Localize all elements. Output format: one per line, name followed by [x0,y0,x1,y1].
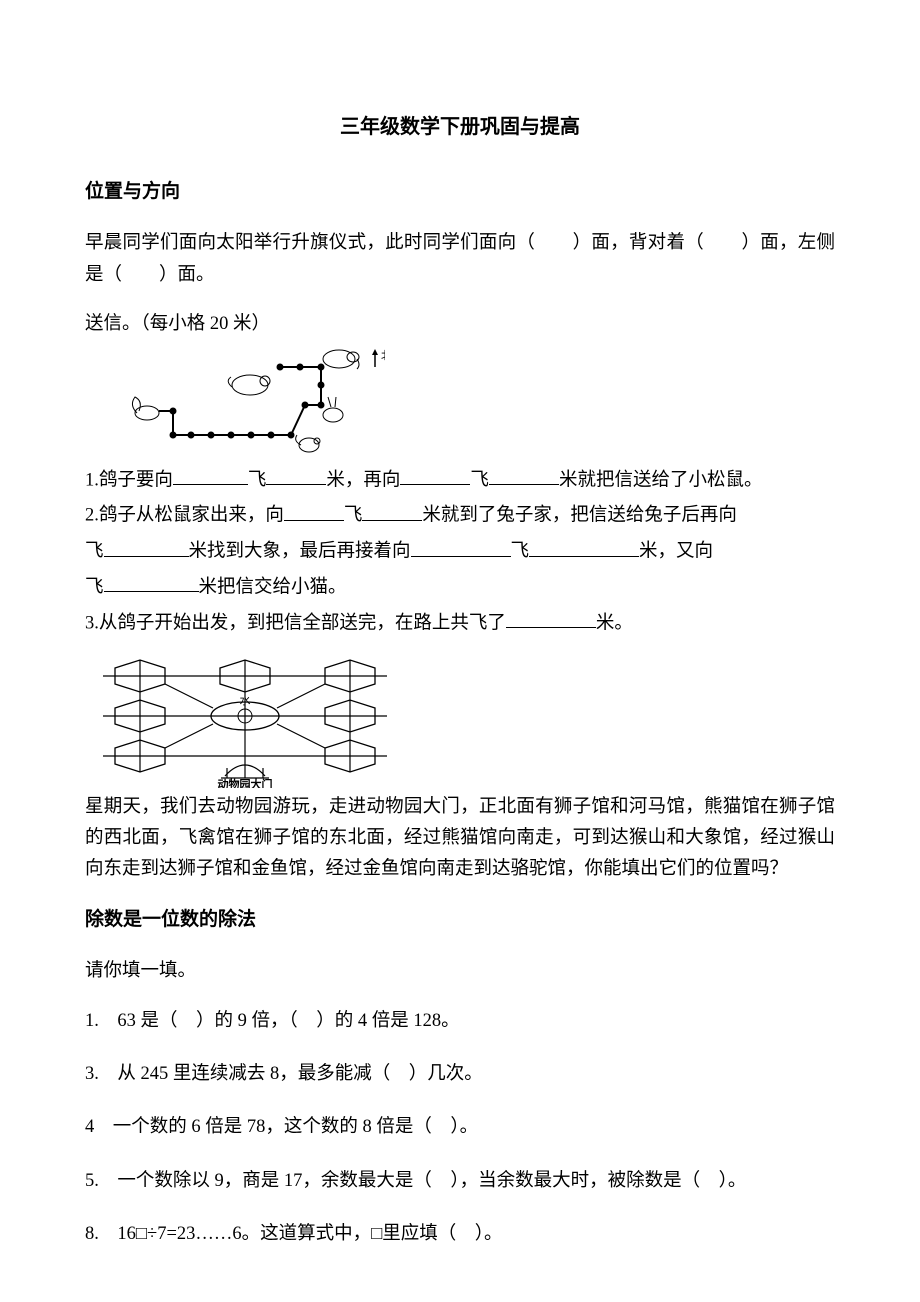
mail-q2-line1: 2.鸽子从松鼠家出来，向 飞 米就到了兔子家，把信送给兔子后再向 [85,500,835,532]
q2-prefix: 2.鸽子从松鼠家出来，向 [85,506,284,526]
blank[interactable] [266,465,326,485]
q3-suffix: 米。 [596,613,633,633]
q2-l2-mid1: 米找到大象，最后再接着向 [189,542,411,562]
mail-q2-line3: 飞 米把信交给小猫。 [85,572,835,604]
blank[interactable] [104,572,199,592]
q2-l2-mid3: 米，又向 [639,542,713,562]
page-title: 三年级数学下册巩固与提高 [85,110,835,144]
q1-mid3: 飞 [470,470,489,490]
north-label: 北 [381,349,385,362]
q2-l2-mid2: 飞 [511,542,530,562]
zoo-map-figure: 水 动物园大门 [85,648,415,788]
q2-mid2: 米就到了兔子家，把信送给兔子后再向 [422,506,737,526]
q3-prefix: 3.从鸽子开始出发，到把信全部送完，在路上共飞了 [85,613,506,633]
blank[interactable] [362,500,422,520]
q1-mid2: 米，再向 [326,470,400,490]
fill-item-4: 4 一个数的 6 倍是 78，这个数的 8 倍是（ ）。 [85,1112,835,1143]
fill-item-3: 3. 从 245 里连续减去 8，最多能减（ ）几次。 [85,1059,835,1090]
blank[interactable] [173,465,248,485]
pond-water-label: 水 [240,694,251,707]
mail-intro: 送信。（每小格 20 米） [85,309,835,340]
zoo-gate-label: 动物园大门 [218,777,273,788]
section2-heading: 除数是一位数的除法 [85,904,835,936]
flag-raising-question: 早晨同学们面向太阳举行升旗仪式，此时同学们面向（ ）面，背对着（ ）面，左侧是（… [85,228,835,291]
mail-q1: 1.鸽子要向 飞 米，再向 飞 米就把信送给了小松鼠。 [85,465,835,497]
fill-item-5: 5. 一个数除以 9，商是 17，余数最大是（ ），当余数最大时，被除数是（ ）… [85,1166,835,1197]
fill-intro: 请你填一填。 [85,956,835,987]
q1-mid1: 飞 [248,470,267,490]
zoo-question-para: 星期天，我们去动物园游玩，走进动物园大门，正北面有狮子馆和河马馆，熊猫馆在狮子馆… [85,792,835,886]
q2-l3-suffix: 米把信交给小猫。 [199,577,347,597]
q2-l2-prefix: 飞 [85,542,104,562]
blank[interactable] [284,500,344,520]
blank[interactable] [506,608,596,628]
q1-suffix: 米就把信送给了小松鼠。 [559,470,763,490]
blank[interactable] [411,536,511,556]
fill-item-1: 1. 63 是（ ）的 9 倍，（ ）的 4 倍是 128。 [85,1006,835,1037]
blank[interactable] [400,465,470,485]
fill-item-8: 8. 16□÷7=23……6。这道算式中，□里应填（ ）。 [85,1219,835,1250]
mail-q2-line2: 飞 米找到大象，最后再接着向 飞 米，又向 [85,536,835,568]
section1-heading: 位置与方向 [85,176,835,208]
q2-mid1: 飞 [344,506,363,526]
blank[interactable] [104,536,189,556]
blank[interactable] [529,536,639,556]
q1-prefix: 1.鸽子要向 [85,470,173,490]
q2-l3-prefix: 飞 [85,577,104,597]
mail-grid-figure: 北 [85,345,385,465]
fill-list: 1. 63 是（ ）的 9 倍，（ ）的 4 倍是 128。 3. 从 245 … [85,1006,835,1251]
blank[interactable] [489,465,559,485]
mail-q3: 3.从鸽子开始出发，到把信全部送完，在路上共飞了 米。 [85,608,835,640]
